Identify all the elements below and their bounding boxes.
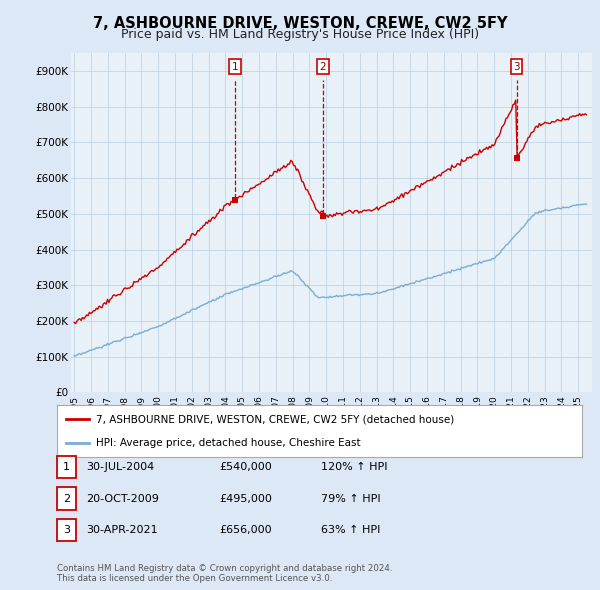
Text: £540,000: £540,000 (219, 463, 272, 472)
Text: Contains HM Land Registry data © Crown copyright and database right 2024.
This d: Contains HM Land Registry data © Crown c… (57, 563, 392, 583)
Text: £495,000: £495,000 (219, 494, 272, 503)
Text: 63% ↑ HPI: 63% ↑ HPI (321, 525, 380, 535)
Text: 79% ↑ HPI: 79% ↑ HPI (321, 494, 380, 503)
Text: 3: 3 (513, 61, 520, 71)
Text: 120% ↑ HPI: 120% ↑ HPI (321, 463, 388, 472)
Text: 7, ASHBOURNE DRIVE, WESTON, CREWE, CW2 5FY (detached house): 7, ASHBOURNE DRIVE, WESTON, CREWE, CW2 5… (97, 414, 455, 424)
Text: 30-APR-2021: 30-APR-2021 (86, 525, 157, 535)
Text: £656,000: £656,000 (219, 525, 272, 535)
Text: 7, ASHBOURNE DRIVE, WESTON, CREWE, CW2 5FY: 7, ASHBOURNE DRIVE, WESTON, CREWE, CW2 5… (93, 16, 507, 31)
Text: 1: 1 (232, 61, 238, 71)
Text: 2: 2 (319, 61, 326, 71)
Text: 1: 1 (63, 463, 70, 472)
Text: 30-JUL-2004: 30-JUL-2004 (86, 463, 154, 472)
Text: 20-OCT-2009: 20-OCT-2009 (86, 494, 158, 503)
Text: HPI: Average price, detached house, Cheshire East: HPI: Average price, detached house, Ches… (97, 438, 361, 448)
Text: Price paid vs. HM Land Registry's House Price Index (HPI): Price paid vs. HM Land Registry's House … (121, 28, 479, 41)
Text: 2: 2 (63, 494, 70, 503)
Text: 3: 3 (63, 525, 70, 535)
